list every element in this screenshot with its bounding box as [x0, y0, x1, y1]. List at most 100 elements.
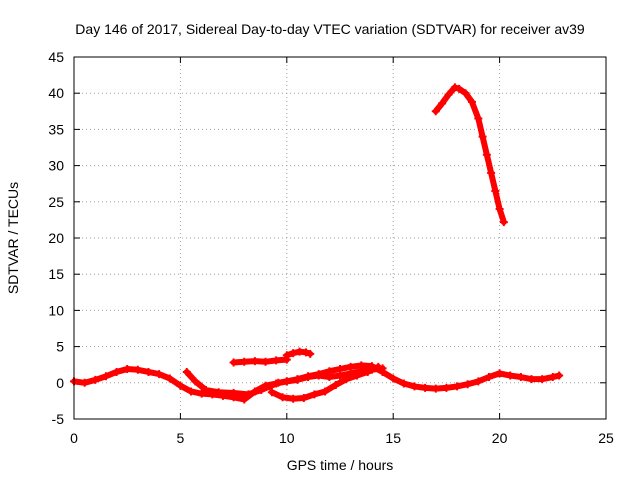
y-tick-label: 15: [48, 266, 64, 282]
x-tick-label: 10: [279, 430, 295, 446]
x-axis-label: GPS time / hours: [287, 457, 394, 473]
data-point: [306, 349, 315, 358]
y-tick-label: 0: [56, 375, 64, 391]
data-point: [282, 377, 291, 386]
data-point: [112, 367, 121, 376]
data-point: [467, 97, 476, 106]
data-point: [272, 356, 281, 365]
data-point: [229, 388, 238, 397]
series-track-c: [267, 362, 383, 403]
data-point: [310, 390, 319, 399]
data-point: [257, 386, 266, 395]
data-point: [431, 107, 440, 116]
data-point: [265, 382, 274, 391]
y-tick-label: 25: [48, 194, 64, 210]
x-tick-label: 0: [70, 430, 78, 446]
y-tick-label: 30: [48, 158, 64, 174]
data-point: [321, 387, 330, 396]
data-point: [555, 371, 564, 380]
data-point: [80, 378, 89, 387]
y-tick-label: 10: [48, 302, 64, 318]
data-point: [144, 367, 153, 376]
data-point: [274, 378, 283, 387]
data-point: [444, 90, 453, 99]
data-point: [289, 349, 298, 358]
data-point: [353, 371, 362, 380]
data-point: [278, 393, 287, 402]
y-tick-label: 20: [48, 230, 64, 246]
data-point: [214, 388, 223, 397]
plot-frame: [73, 56, 607, 420]
data-point: [244, 390, 253, 399]
data-point: [463, 380, 472, 389]
data-point: [267, 388, 276, 397]
data-point: [474, 377, 483, 386]
data-point: [201, 386, 210, 395]
data-point: [187, 387, 196, 396]
y-axis-label: SDTVAR / TECUs: [5, 182, 21, 294]
chart-title: Day 146 of 2017, Sidereal Day-to-day VTE…: [75, 21, 585, 37]
data-point: [282, 351, 291, 360]
data-point: [538, 375, 547, 384]
y-tick-label: -5: [52, 411, 65, 427]
data-point: [240, 357, 249, 366]
data-point: [289, 394, 298, 403]
data-point: [482, 150, 491, 159]
data-point: [182, 367, 191, 376]
data-point: [478, 132, 487, 141]
data-point: [293, 375, 302, 384]
data-point: [91, 375, 100, 384]
data-point: [516, 373, 525, 382]
x-tick-label: 15: [385, 430, 401, 446]
data-point: [374, 362, 383, 371]
data-point: [506, 371, 515, 380]
data-point: [527, 375, 536, 384]
data-point: [389, 374, 398, 383]
data-point: [191, 377, 200, 386]
y-tick-label: 35: [48, 121, 64, 137]
grid: [74, 57, 606, 419]
data-point: [123, 365, 132, 374]
data-point: [101, 372, 110, 381]
plot-area: [70, 83, 564, 404]
data-point: [474, 114, 483, 123]
data-point: [331, 380, 340, 389]
y-tick-label: 40: [48, 85, 64, 101]
data-point: [487, 168, 496, 177]
data-point: [484, 373, 493, 382]
data-point: [421, 383, 430, 392]
data-point: [399, 379, 408, 388]
y-tick-label: 45: [48, 49, 64, 65]
y-tick-label: 5: [56, 339, 64, 355]
data-point: [133, 365, 142, 374]
data-point: [455, 84, 464, 93]
data-point: [363, 367, 372, 376]
data-point: [155, 370, 164, 379]
data-point: [165, 374, 174, 383]
data-point: [431, 384, 440, 393]
x-tick-label: 20: [492, 430, 508, 446]
data-point: [495, 205, 504, 214]
data-point: [495, 369, 504, 378]
data-point: [336, 371, 344, 380]
data-point: [548, 373, 557, 382]
data-point: [491, 186, 500, 195]
series-track-e: [282, 347, 315, 360]
data-point: [410, 382, 419, 391]
data-point: [450, 83, 459, 92]
x-tick-label: 25: [598, 430, 614, 446]
data-point: [250, 357, 259, 366]
data-point: [453, 382, 462, 391]
series-track-f: [431, 83, 508, 227]
data-point: [229, 358, 238, 367]
series-track-d: [229, 355, 291, 367]
data-point: [197, 389, 206, 398]
data-point: [176, 381, 185, 390]
series-track-b: [182, 364, 387, 399]
data-point: [342, 375, 351, 384]
data-point: [301, 348, 310, 357]
data-point: [299, 394, 308, 403]
data-point: [438, 99, 447, 108]
